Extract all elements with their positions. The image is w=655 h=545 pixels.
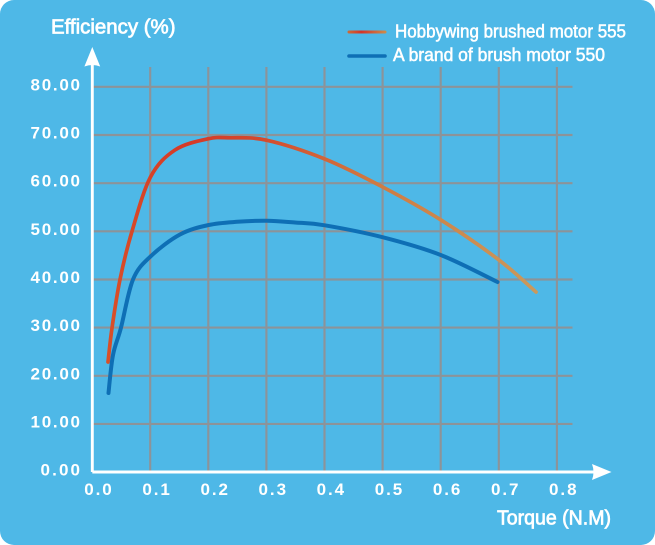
svg-text:80.00: 80.00 <box>31 75 81 94</box>
svg-text:0.8: 0.8 <box>549 480 577 499</box>
svg-text:0.6: 0.6 <box>433 480 461 499</box>
svg-text:70.00: 70.00 <box>31 124 81 143</box>
svg-text:50.00: 50.00 <box>31 220 81 239</box>
svg-text:0.5: 0.5 <box>375 480 403 499</box>
svg-text:60.00: 60.00 <box>31 172 81 191</box>
svg-text:Hobbywing brushed motor 555: Hobbywing brushed motor 555 <box>395 21 626 41</box>
svg-text:Efficiency (%): Efficiency (%) <box>51 17 176 39</box>
svg-text:0.4: 0.4 <box>317 480 345 499</box>
svg-text:0.7: 0.7 <box>491 480 519 499</box>
svg-text:0.1: 0.1 <box>142 480 170 499</box>
svg-text:0.0: 0.0 <box>84 480 112 499</box>
svg-text:0.3: 0.3 <box>259 480 287 499</box>
svg-text:10.00: 10.00 <box>31 413 81 432</box>
svg-text:0.2: 0.2 <box>200 480 228 499</box>
svg-text:30.00: 30.00 <box>31 316 81 335</box>
svg-text:20.00: 20.00 <box>31 364 81 383</box>
svg-text:0.00: 0.00 <box>41 461 81 480</box>
svg-text:A brand of brush motor 550: A brand of brush motor 550 <box>393 45 605 65</box>
svg-text:Torque (N.M): Torque (N.M) <box>497 507 611 529</box>
svg-text:40.00: 40.00 <box>31 268 81 287</box>
